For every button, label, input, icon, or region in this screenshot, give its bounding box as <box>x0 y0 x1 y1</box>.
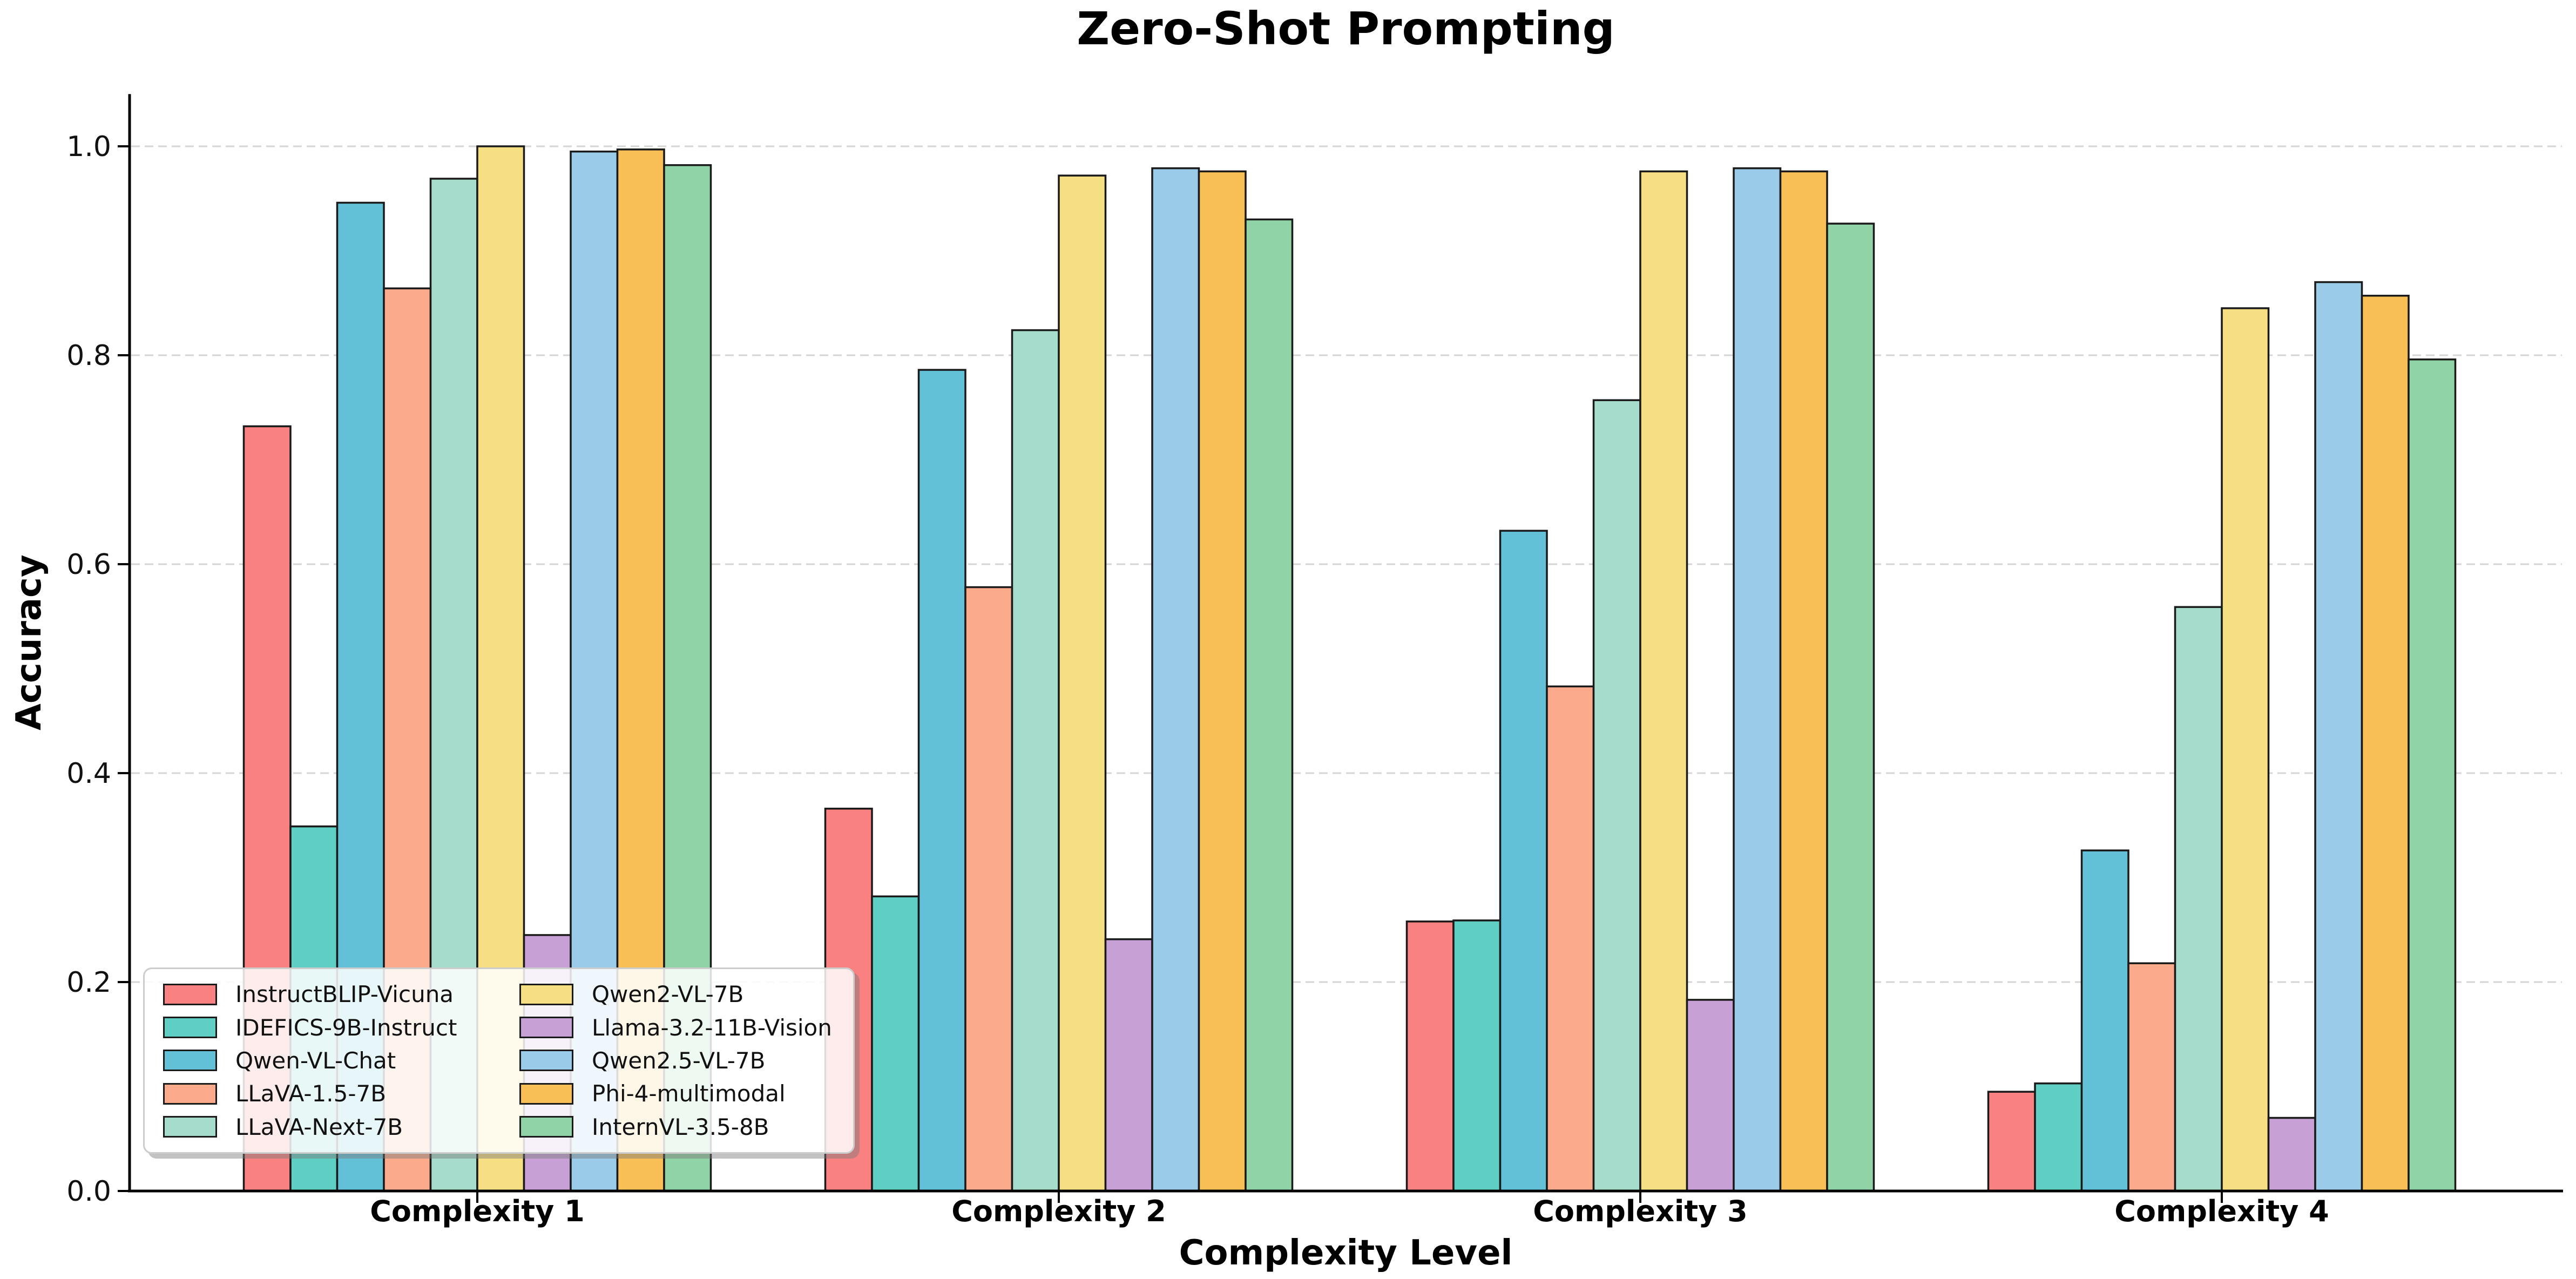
bar <box>1639 170 1688 1192</box>
bar <box>2314 281 2363 1192</box>
legend-item-label: InstructBLIP-Vicuna <box>235 981 454 1008</box>
bar <box>2080 849 2129 1192</box>
x-tick-label: Complexity 3 <box>1533 1194 1748 1228</box>
bar <box>1592 399 1641 1192</box>
legend-item: Qwen-VL-Chat <box>163 1044 519 1077</box>
legend-swatch-icon <box>163 1082 217 1105</box>
x-tick-label: Complexity 2 <box>951 1194 1166 1228</box>
bar <box>1452 919 1502 1192</box>
legend-item-label: LLaVA-1.5-7B <box>235 1080 387 1107</box>
bar <box>2127 962 2176 1192</box>
bar <box>2408 358 2457 1192</box>
legend-item: IDEFICS-9B-Instruct <box>163 1011 519 1044</box>
chart-title: Zero-Shot Prompting <box>1077 2 1615 55</box>
legend-item-label: Qwen-VL-Chat <box>235 1047 396 1074</box>
bar <box>1546 685 1595 1192</box>
legend-swatch-icon <box>519 1050 573 1072</box>
legend-swatch-icon <box>163 1050 217 1072</box>
legend-item: LLaVA-Next-7B <box>163 1111 519 1143</box>
bar <box>1058 174 1107 1192</box>
legend-item-label: LLaVA-Next-7B <box>235 1113 403 1140</box>
bar <box>1245 218 1294 1192</box>
x-tick-label: Complexity 4 <box>2114 1194 2329 1228</box>
legend-item: LLaVA-1.5-7B <box>163 1077 519 1110</box>
legend-swatch-icon <box>163 1017 217 1039</box>
legend-item-label: Qwen2.5-VL-7B <box>592 1047 766 1074</box>
bar <box>1779 170 1828 1192</box>
legend-swatch-icon <box>519 1017 573 1039</box>
legend-swatch-icon <box>519 983 573 1005</box>
bar <box>1733 167 1782 1192</box>
bar <box>1987 1091 2036 1192</box>
bar <box>917 369 966 1192</box>
bar <box>2221 307 2270 1192</box>
legend-item-label: Llama-3.2-11B-Vision <box>592 1014 832 1041</box>
y-tick-label: 1.0 <box>66 131 111 163</box>
bar <box>1499 530 1548 1192</box>
bar <box>964 586 1013 1192</box>
x-axis-label: Complexity Level <box>1179 1233 1513 1273</box>
y-tick-label: 0.6 <box>66 549 111 581</box>
legend-item: InternVL-3.5-8B <box>519 1111 839 1143</box>
bar <box>1151 167 1200 1192</box>
legend-item-label: Qwen2-VL-7B <box>592 981 744 1008</box>
bar <box>1011 329 1060 1192</box>
bar <box>2267 1116 2316 1192</box>
legend-item-label: InternVL-3.5-8B <box>592 1113 769 1140</box>
y-tick-label: 0.4 <box>66 757 111 790</box>
legend-item: Llama-3.2-11B-Vision <box>519 1011 839 1044</box>
y-tick-label: 0.0 <box>66 1175 111 1208</box>
y-axis-label: Accuracy <box>9 554 49 730</box>
x-tick-label: Complexity 1 <box>370 1194 585 1228</box>
bar <box>1104 938 1153 1192</box>
bar <box>2034 1082 2083 1192</box>
bar <box>1405 921 1455 1192</box>
y-tick-label: 0.8 <box>66 340 111 372</box>
legend-swatch-icon <box>519 1082 573 1105</box>
legend-swatch-icon <box>519 1116 573 1138</box>
legend-item: Qwen2-VL-7B <box>519 978 839 1011</box>
bar <box>1826 222 1875 1192</box>
legend-swatch-icon <box>163 1116 217 1138</box>
legend: InstructBLIP-Vicuna IDEFICS-9B-Instruct Qw… <box>143 967 855 1154</box>
bar <box>1198 170 1247 1192</box>
legend-item-label: Phi-4-multimodal <box>592 1080 786 1107</box>
bar <box>871 895 920 1192</box>
bar <box>2174 606 2223 1192</box>
bar <box>1686 999 1735 1192</box>
legend-item: Phi-4-multimodal <box>519 1077 839 1110</box>
legend-item: Qwen2.5-VL-7B <box>519 1044 839 1077</box>
y-tick-label: 0.2 <box>66 966 111 999</box>
legend-swatch-icon <box>163 983 217 1005</box>
legend-item: InstructBLIP-Vicuna <box>163 978 519 1011</box>
bar <box>2361 294 2410 1192</box>
legend-item-label: IDEFICS-9B-Instruct <box>235 1014 457 1041</box>
